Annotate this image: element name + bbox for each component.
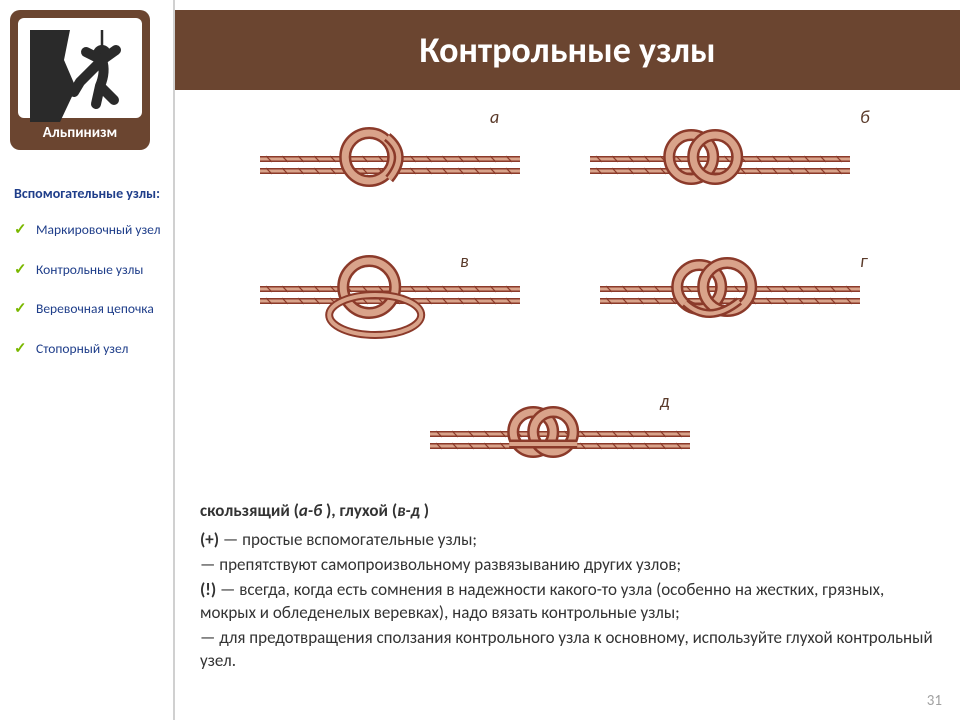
sidebar-list: Маркировочный узел Контрольные узлы Вере… [10,221,173,357]
body-line: (+) — простые вспомогательные узлы; [200,529,940,552]
knot-label-b: б [860,106,870,128]
body-line: — для предотвращения сползания контрольн… [200,627,940,673]
knot-diagram: а б в г [200,100,940,480]
slide-number: 31 [927,692,942,710]
logo-badge: Альпинизм [10,10,150,150]
sidebar-item[interactable]: Маркировочный узел [14,221,173,239]
logo-label: Альпинизм [10,124,150,142]
knot-label-g: г [860,250,867,272]
knot-a-icon [260,110,520,215]
sidebar-item[interactable]: Контрольные узлы [14,261,173,279]
sidebar-item[interactable]: Веревочная цепочка [14,300,173,318]
knot-types-subtitle: скользящий (а-б ), глухой (в-д ) [200,500,940,523]
logo-inner [18,18,142,118]
sidebar-item[interactable]: Стопорный узел [14,340,173,358]
body-text: скользящий (а-б ), глухой (в-д ) (+) — п… [200,500,940,675]
sidebar: Альпинизм Вспомогательные узлы: Маркиров… [0,0,175,720]
knot-g-icon [600,240,860,345]
header-bar: Контрольные узлы [175,10,960,90]
knot-v-icon [260,240,520,345]
body-line: — препятствуют самопроизвольному развязы… [200,554,940,577]
sidebar-title: Вспомогательные узлы: [10,185,173,203]
knot-label-a: а [490,106,499,128]
body-line: (!) — всегда, когда есть сомнения в наде… [200,579,940,625]
knot-label-v: в [460,250,469,272]
climber-icon [30,30,146,122]
knot-b-icon [590,110,850,215]
knot-label-d: д [660,390,669,412]
page-title: Контрольные узлы [419,28,715,72]
knot-d-icon [430,385,690,490]
